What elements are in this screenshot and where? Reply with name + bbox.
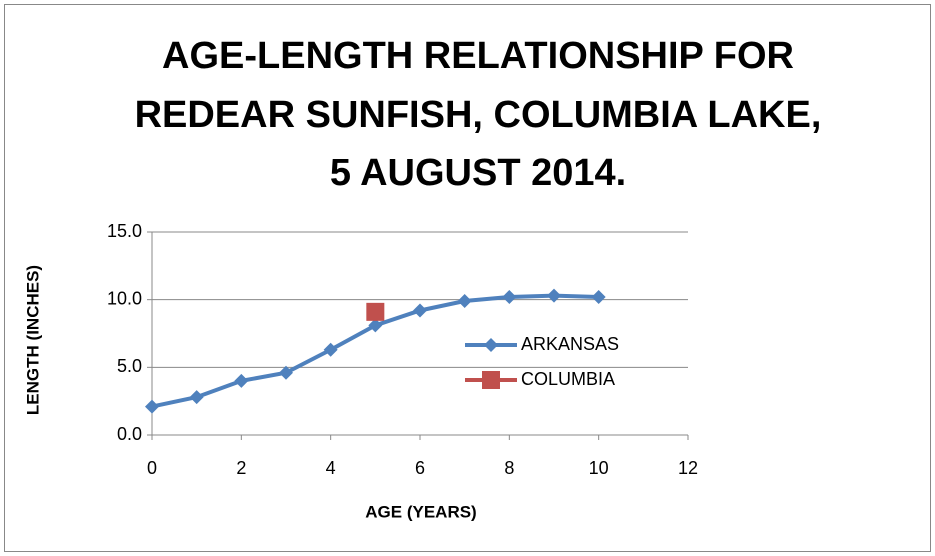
y-tick-label: 10.0 xyxy=(107,288,142,308)
x-tick-label: 4 xyxy=(326,458,336,478)
marker xyxy=(591,289,606,304)
x-tick-label: 12 xyxy=(678,458,698,478)
y-tick-label: 15.0 xyxy=(107,221,142,241)
y-tick-label: 5.0 xyxy=(117,356,142,376)
x-axis-title: AGE (YEARS) xyxy=(365,502,476,521)
chart-title: AGE-LENGTH RELATIONSHIP FOR xyxy=(162,35,794,77)
marker xyxy=(189,390,204,405)
chart-title: 5 AUGUST 2014. xyxy=(330,152,626,194)
legend-marker xyxy=(484,338,498,352)
y-tick-label: 0.0 xyxy=(117,424,142,444)
x-tick-label: 2 xyxy=(236,458,246,478)
y-axis-title: LENGTH (INCHES) xyxy=(23,265,42,415)
x-tick-label: 6 xyxy=(415,458,425,478)
x-tick-label: 8 xyxy=(504,458,514,478)
x-tick-label: 0 xyxy=(147,458,157,478)
chart-frame xyxy=(4,4,931,552)
marker xyxy=(145,399,159,414)
legend-label: COLUMBIA xyxy=(521,369,615,389)
x-tick-label: 10 xyxy=(589,458,609,478)
chart-title: REDEAR SUNFISH, COLUMBIA LAKE, xyxy=(135,94,822,136)
marker xyxy=(279,365,293,380)
marker xyxy=(234,373,249,388)
marker xyxy=(457,294,472,309)
legend-marker xyxy=(482,371,500,389)
marker xyxy=(547,288,561,303)
marker xyxy=(413,303,427,318)
marker xyxy=(366,302,385,321)
marker xyxy=(368,318,383,333)
marker xyxy=(502,289,517,304)
marker xyxy=(323,342,338,357)
legend-label: ARKANSAS xyxy=(521,334,619,354)
